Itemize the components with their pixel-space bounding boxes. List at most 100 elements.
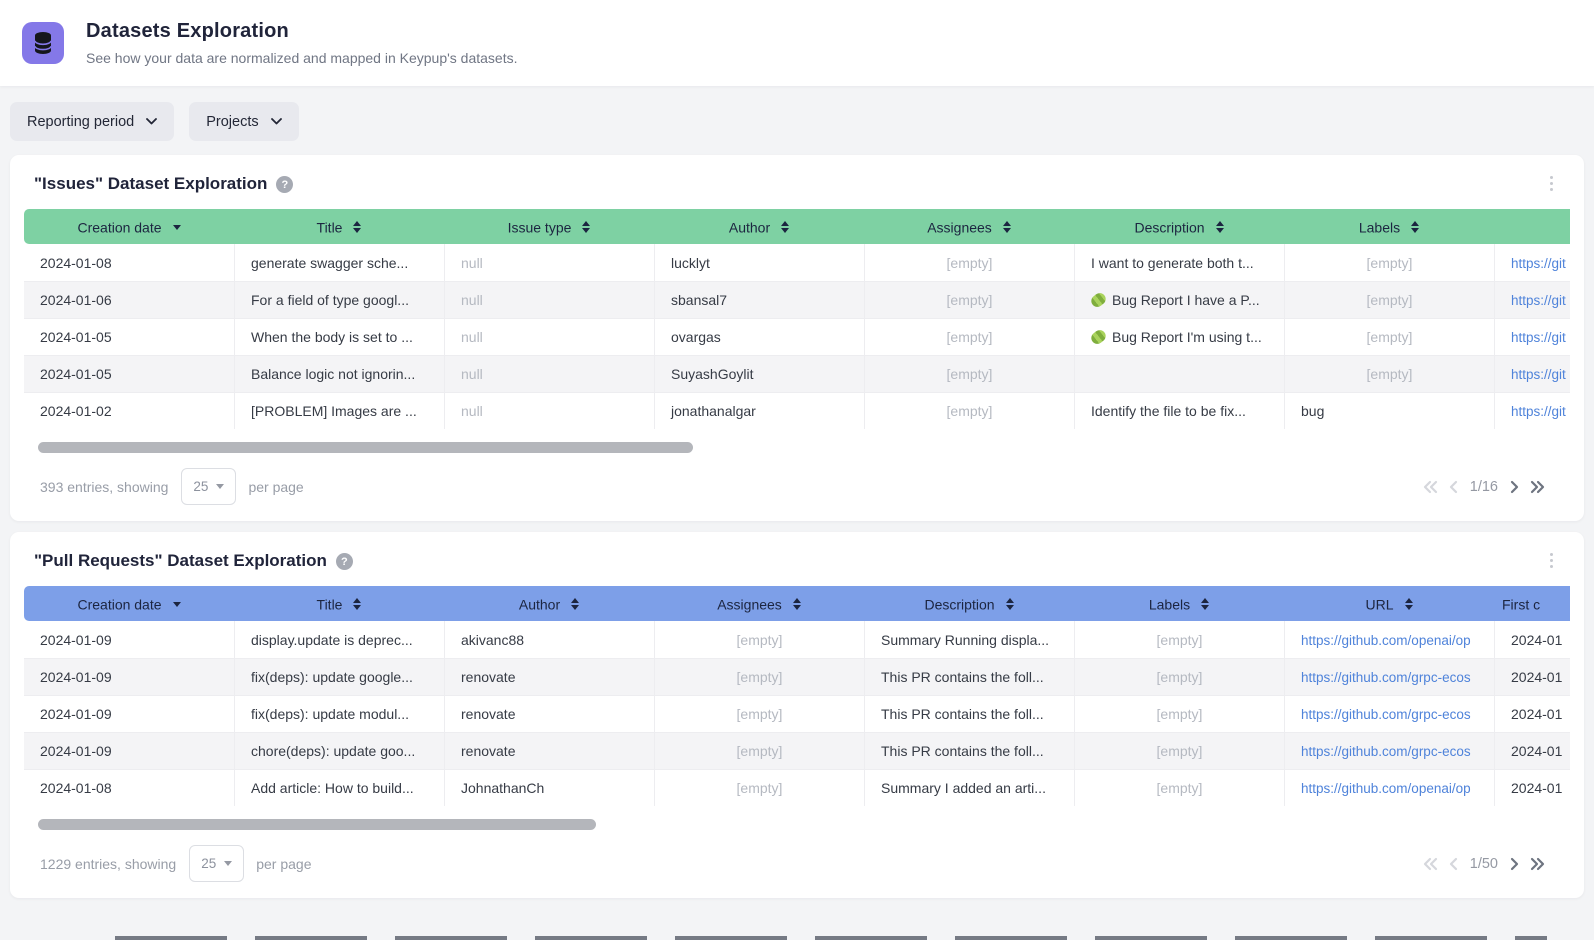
cell: [empty] <box>864 244 1074 281</box>
column-header-description[interactable]: Description <box>864 586 1074 621</box>
last-page-icon[interactable] <box>1529 480 1546 494</box>
url-link[interactable]: https://github.com/grpc-ecos <box>1301 707 1471 722</box>
url-link[interactable]: https://github.com/openai/op <box>1301 632 1471 648</box>
url-link[interactable]: https://git <box>1511 367 1566 382</box>
previous-page-icon[interactable] <box>1448 857 1458 871</box>
cell: Bug Report I have a P... <box>1074 281 1284 318</box>
column-header-first-c[interactable]: First c <box>1494 586 1570 621</box>
previous-page-icon[interactable] <box>1448 480 1458 494</box>
pull-requests-table: Creation date Title Author Assignees Descrip… <box>24 586 1570 806</box>
database-icon <box>22 22 64 64</box>
sort-icon <box>582 221 591 234</box>
cell: 2024-01 <box>1494 732 1570 769</box>
column-header-url <box>1494 209 1570 244</box>
cutoff-content-strip <box>115 936 1547 940</box>
first-page-icon[interactable] <box>1422 857 1439 871</box>
column-header-description[interactable]: Description <box>1074 209 1284 244</box>
cell: lucklyt <box>654 244 864 281</box>
cell: [empty] <box>864 392 1074 429</box>
column-header-labels[interactable]: Labels <box>1284 209 1494 244</box>
sort-icon <box>792 598 801 611</box>
help-icon[interactable]: ? <box>276 176 294 193</box>
entries-count: 393 entries, showing <box>40 478 169 495</box>
last-page-icon[interactable] <box>1529 857 1546 871</box>
cell: ovargas <box>654 318 864 355</box>
cell: [empty] <box>1074 769 1284 806</box>
issues-table-viewport: Creation date Title Issue type Author Assign… <box>24 209 1570 429</box>
column-header-title[interactable]: Title <box>234 586 444 621</box>
horizontal-scrollbar-thumb[interactable] <box>38 442 693 453</box>
sort-icon <box>1411 221 1420 234</box>
cell: akivanc88 <box>444 621 654 658</box>
column-header-author[interactable]: Author <box>654 209 864 244</box>
horizontal-scrollbar-thumb[interactable] <box>38 819 596 830</box>
column-header-assignees[interactable]: Assignees <box>654 586 864 621</box>
cell: Summary Running displa... <box>864 621 1074 658</box>
cell: [empty] <box>864 355 1074 392</box>
help-icon[interactable]: ? <box>335 553 353 570</box>
column-label: Title <box>316 219 343 236</box>
column-header-creation-date[interactable]: Creation date <box>24 586 234 621</box>
url-link[interactable]: https://git <box>1511 404 1566 419</box>
cell: renovate <box>444 695 654 732</box>
per-page-select[interactable]: 25 <box>181 468 237 505</box>
next-page-icon[interactable] <box>1510 480 1520 494</box>
issues-table: Creation date Title Issue type Author Assign… <box>24 209 1570 429</box>
cell: null <box>444 244 654 281</box>
first-page-icon[interactable] <box>1422 480 1439 494</box>
bug-emoji-icon <box>1088 327 1109 347</box>
cell: This PR contains the foll... <box>864 732 1074 769</box>
column-header-title[interactable]: Title <box>234 209 444 244</box>
table-row: 2024-01-06 For a field of type googl... nu… <box>24 281 1570 318</box>
column-header-author[interactable]: Author <box>444 586 654 621</box>
filter-label: Reporting period <box>27 113 135 130</box>
column-header-labels[interactable]: Labels <box>1074 586 1284 621</box>
cell: 2024-01-08 <box>24 769 234 806</box>
cell: 2024-01-06 <box>24 281 234 318</box>
column-header-issue-type[interactable]: Issue type <box>444 209 654 244</box>
column-label: Assignees <box>717 596 782 613</box>
pull-requests-table-viewport: Creation date Title Author Assignees Descrip… <box>24 586 1570 806</box>
column-label: Issue type <box>507 219 572 236</box>
url-link[interactable]: https://github.com/grpc-ecos <box>1301 744 1471 759</box>
sort-icon <box>1201 598 1210 611</box>
url-link[interactable]: https://github.com/grpc-ecos <box>1301 670 1471 685</box>
cell: Balance logic not ignorin... <box>234 355 444 392</box>
cell: [empty] <box>864 318 1074 355</box>
header-row: Creation date Title Issue type Author Assign… <box>24 209 1570 244</box>
url-link[interactable]: https://git <box>1511 330 1566 345</box>
kebab-menu-icon[interactable] <box>1547 550 1556 571</box>
url-link[interactable]: https://git <box>1511 293 1566 308</box>
page-header: Datasets Exploration See how your data a… <box>0 0 1594 86</box>
column-label: Labels <box>1148 596 1191 613</box>
page-indicator: 1/16 <box>1469 478 1498 495</box>
url-cell: https://git <box>1494 318 1570 355</box>
caret-down-icon <box>216 484 225 489</box>
page-indicator: 1/50 <box>1469 855 1498 872</box>
column-header-creation-date[interactable]: Creation date <box>24 209 234 244</box>
cell: For a field of type googl... <box>234 281 444 318</box>
bug-emoji-icon <box>1088 290 1109 310</box>
url-cell: https://github.com/grpc-ecos <box>1284 732 1494 769</box>
horizontal-scrollbar <box>38 819 1570 830</box>
pagination: 1/16 <box>1422 479 1546 495</box>
cell: null <box>444 318 654 355</box>
next-page-icon[interactable] <box>1510 857 1520 871</box>
kebab-menu-icon[interactable] <box>1547 173 1556 194</box>
cell: This PR contains the foll... <box>864 658 1074 695</box>
column-label: URL <box>1365 596 1394 613</box>
per-page-select[interactable]: 25 <box>189 845 245 882</box>
table-row: 2024-01-09 display.update is deprec... aki… <box>24 621 1570 658</box>
cell: I want to generate both t... <box>1074 244 1284 281</box>
reporting-period-filter[interactable]: Reporting period <box>10 102 175 141</box>
cell: null <box>444 281 654 318</box>
url-link[interactable]: https://git <box>1511 255 1566 271</box>
table-row: 2024-01-08 generate swagger sche... null lu… <box>24 244 1570 281</box>
column-header-url[interactable]: URL <box>1284 586 1494 621</box>
url-link[interactable]: https://github.com/openai/op <box>1301 781 1471 796</box>
projects-filter[interactable]: Projects <box>189 102 299 141</box>
cell: When the body is set to ... <box>234 318 444 355</box>
cell: 2024-01-09 <box>24 658 234 695</box>
cell: [empty] <box>864 281 1074 318</box>
column-header-assignees[interactable]: Assignees <box>864 209 1074 244</box>
